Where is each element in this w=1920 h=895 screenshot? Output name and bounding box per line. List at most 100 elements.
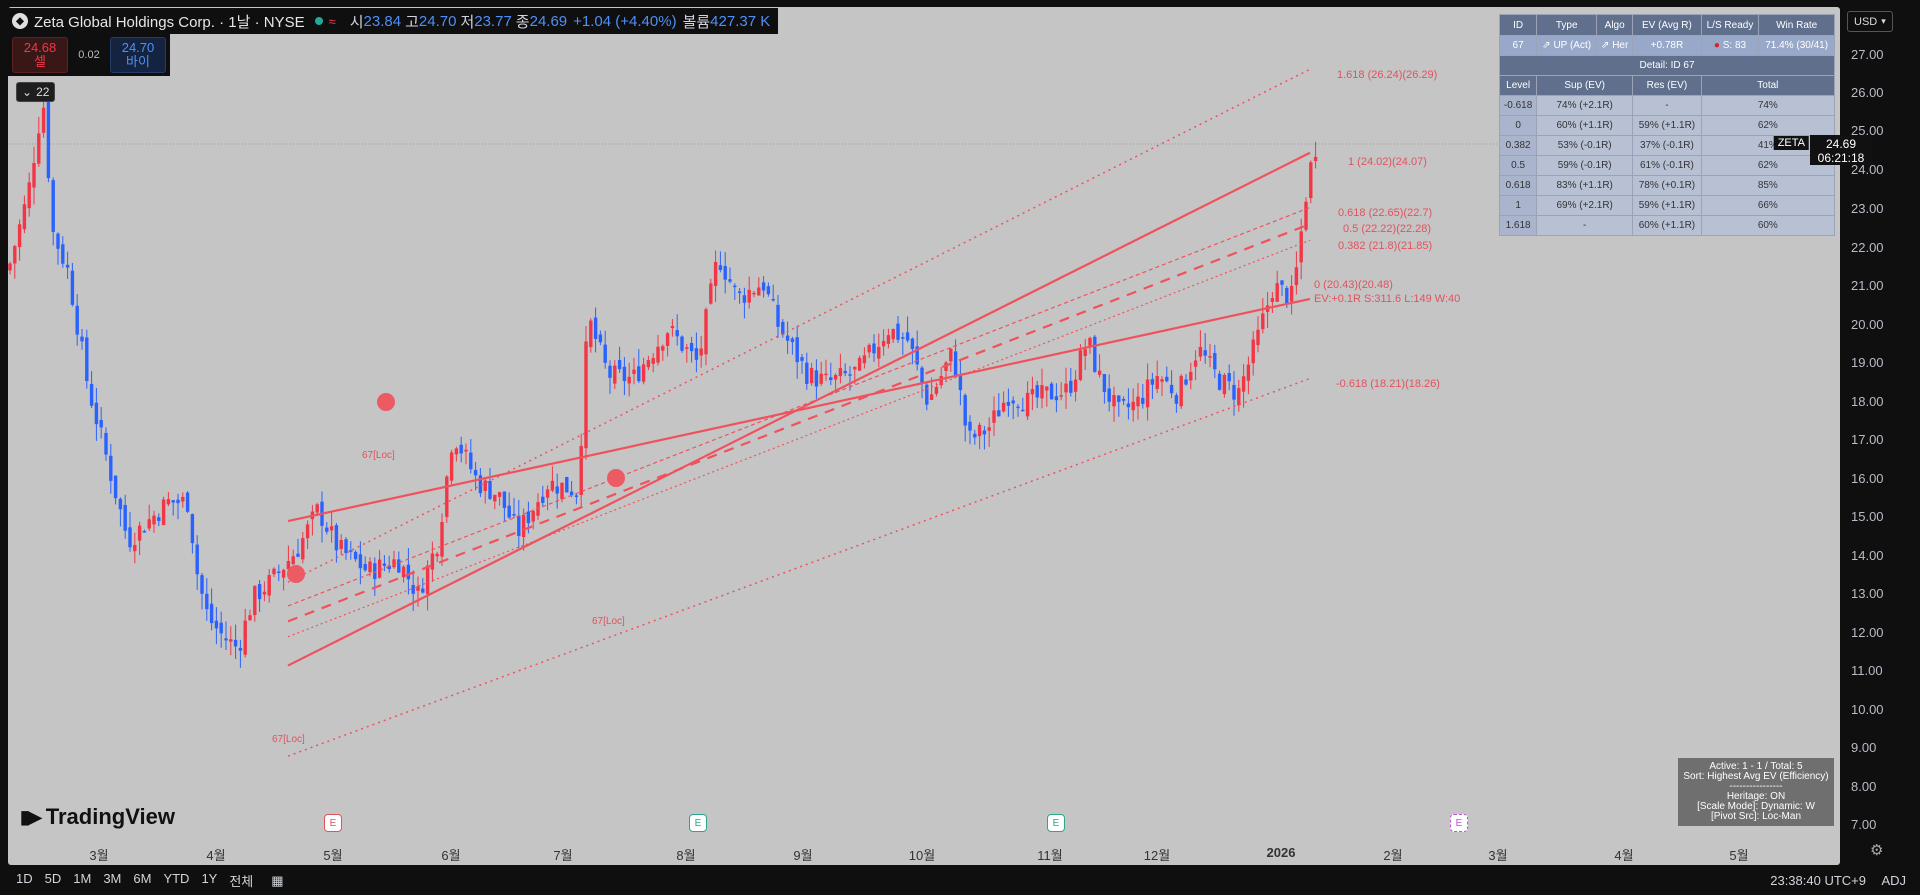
candle-body [85,337,89,381]
tradingview-mark-icon: ▮▶ [20,806,42,827]
range-3m[interactable]: 3M [103,871,122,886]
candle-body [881,340,886,347]
currency-select[interactable]: USD ▾ [1847,11,1893,32]
info-line: Heritage: ON [1726,791,1786,802]
earnings-icon[interactable]: E [689,814,707,832]
candle-body [656,346,660,363]
buy-button[interactable]: 24.70 바이 [110,37,166,73]
indicator-count: 22 [36,85,50,99]
stats-table: ID Type Algo EV (Avg R) L/S Ready Win Ra… [1498,14,1836,236]
candle-body [493,494,497,502]
candle-body [680,336,684,351]
candle-body [1179,375,1183,407]
candle-body [785,335,790,341]
range-all[interactable]: 전체 [229,874,254,889]
candle-body [152,515,156,525]
table-cell: 60% [1700,215,1836,236]
table-header: Total [1700,75,1836,96]
candle-body [670,325,675,329]
candle-body [411,585,415,594]
clock-time[interactable]: 23:38:40 UTC+9 [1770,873,1866,888]
candle-body [267,575,271,596]
candle-body [704,309,708,355]
candle-body [200,575,204,594]
candle-body [598,334,603,343]
range-ytd[interactable]: YTD [163,871,190,886]
candle-body [104,432,108,455]
symbol-title[interactable]: Zeta Global Holdings Corp. · 1날 · NYSE [34,13,305,31]
x-tick: 4월 [206,848,226,863]
sell-button[interactable]: 24.68 셀 [12,37,68,73]
candle-body [209,603,214,624]
table-cell: 62% [1700,115,1836,136]
candle-body [781,321,785,335]
candle-body [373,563,377,580]
table-cell: 61% (-0.1R) [1632,155,1702,176]
candle-body [646,360,651,368]
candle-body [929,394,934,400]
table-header: EV (Avg R) [1632,14,1702,36]
candle-body [176,499,180,504]
candle-body [1035,385,1039,398]
candle-body [526,511,531,524]
gear-icon[interactable]: ⚙ [1870,842,1884,859]
candle-body [440,521,444,557]
earnings-icon[interactable]: E [1450,814,1468,832]
tradingview-logo[interactable]: ▮▶ TradingView [20,804,175,830]
candle-body [728,279,732,282]
candle-body [709,283,713,304]
earnings-icon[interactable]: E [1047,814,1065,832]
candle-body [1049,383,1054,400]
indicator-collapse-button[interactable]: ⌄ 22 [16,82,56,102]
candle-body [1217,373,1222,390]
candle-body [1102,374,1107,392]
candle-body [435,553,439,557]
candle-body [1025,392,1030,417]
candle-body [982,430,987,435]
table-row: 1 69% (+2.1R) 59% (+1.1R) 66% [1498,195,1836,216]
red-circle-icon: ● [1713,40,1723,51]
x-tick: 6월 [441,848,461,863]
candle-body [214,620,219,629]
symbol-header[interactable]: ◆ Zeta Global Holdings Corp. · 1날 · NYSE… [8,8,779,34]
candle-body [190,514,195,544]
fib-line-0382 [287,239,1311,638]
adj-toggle[interactable]: ADJ [1881,873,1906,888]
candle-body [137,525,142,541]
table-cell: ⇗ Her [1596,35,1634,56]
candle-body [1088,337,1092,346]
candle-body [181,496,185,502]
price-chart[interactable] [8,7,1840,865]
candle-body [958,375,963,391]
y-tick: 9.00 [1851,740,1877,755]
range-1d[interactable]: 1D [16,871,33,886]
candle-body [397,559,401,573]
earnings-icon[interactable]: E [324,814,342,832]
range-5d[interactable]: 5D [44,871,62,886]
candle-body [1064,383,1068,393]
x-tick: 3월 [1488,848,1508,863]
candle-body [694,348,699,360]
range-1y[interactable]: 1Y [201,871,218,886]
candle-body [665,333,670,346]
table-cell: 59% (-0.1R) [1536,155,1634,176]
change-value: +1.04 (+4.40%) [573,12,677,30]
candle-body [752,292,756,295]
y-tick: 17.00 [1851,432,1884,447]
y-tick: 23.00 [1851,201,1884,216]
table-cell: 0.382 [1498,135,1538,156]
candle-body [517,515,521,537]
range-1m[interactable]: 1M [73,871,92,886]
y-tick: 10.00 [1851,702,1884,717]
range-6m[interactable]: 6M [133,871,152,886]
candle-body [219,622,223,634]
fib-label-0382: 0.382 (21.8)(21.85) [1338,240,1433,252]
candle-body [627,376,631,384]
candle-body [113,475,118,499]
candle-body [944,362,948,371]
candle-body [22,204,27,230]
table-cell: 37% (-0.1R) [1632,135,1702,156]
calendar-icon[interactable]: ▦ [271,872,284,888]
candle-body [229,639,233,642]
candle-body [512,514,516,516]
